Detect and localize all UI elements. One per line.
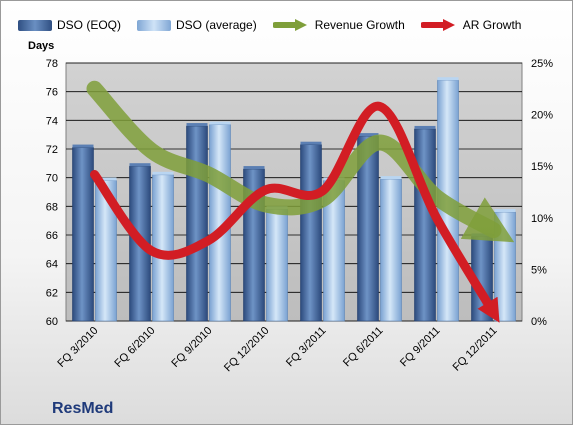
bar-dso-eoq <box>414 128 436 322</box>
bar-dso-average <box>266 208 288 322</box>
bar-top-dso-eoq <box>243 166 265 170</box>
bar-top-dso-average <box>437 77 459 81</box>
legend-label-revenue-growth: Revenue Growth <box>314 18 405 32</box>
legend-item-dso-average: DSO (average) <box>137 18 257 32</box>
bar-top-dso-eoq <box>300 141 322 145</box>
y2-tick-label: 0% <box>531 316 547 328</box>
legend-label-dso-eoq: DSO (EOQ) <box>57 18 122 32</box>
x-tick-label: FQ 3/2011 <box>284 325 329 370</box>
y2-axis-ticks: 0% 5% 10% 15% 20% 25% <box>531 58 553 328</box>
legend-label-ar-growth: AR Growth <box>462 18 522 32</box>
y-tick-label: 78 <box>46 58 58 70</box>
x-tick-label: FQ 9/2010 <box>169 325 214 370</box>
bar-top-dso-average <box>152 171 174 175</box>
x-tick-label: FQ 9/2011 <box>398 325 443 370</box>
x-tick-label: FQ 6/2010 <box>112 325 157 370</box>
bar-top-dso-eoq <box>129 163 151 167</box>
y2-tick-label: 10% <box>531 213 553 225</box>
x-tick-label: FQ 12/2011 <box>451 325 500 374</box>
bar-top-dso-average <box>494 209 516 213</box>
legend-arrow-revenue-growth-icon <box>272 19 307 31</box>
bar-top-dso-average <box>209 121 231 125</box>
y-tick-label: 62 <box>46 287 58 299</box>
legend-label-dso-average: DSO (average) <box>176 18 257 32</box>
bar-dso-eoq <box>186 125 208 322</box>
y2-tick-label: 20% <box>531 110 553 122</box>
lines-group <box>86 80 515 323</box>
y-axis-ticks: 60 62 64 66 68 70 72 74 76 78 <box>46 58 58 328</box>
y2-tick-label: 5% <box>531 264 547 276</box>
x-tick-label: FQ 12/2010 <box>222 325 272 375</box>
y-tick-label: 74 <box>46 115 58 127</box>
y-tick-label: 76 <box>46 87 58 99</box>
y-tick-label: 60 <box>46 316 58 328</box>
y-tick-label: 72 <box>46 144 58 156</box>
line-revenue-growth <box>86 80 515 243</box>
chart-legend: DSO (EOQ) DSO (average) Revenue Growth A… <box>18 14 558 36</box>
legend-swatch-dso-average <box>137 19 172 31</box>
y-tick-label: 64 <box>46 259 58 271</box>
y2-tick-label: 25% <box>531 58 553 70</box>
bar-top-dso-average <box>95 177 117 181</box>
bar-top-dso-eoq <box>357 133 379 137</box>
company-name: ResMed <box>52 400 114 417</box>
legend-swatch-dso-eoq <box>18 19 52 31</box>
legend-item-ar-growth: AR Growth <box>420 18 522 32</box>
y-tick-label: 68 <box>46 201 58 213</box>
bar-top-dso-average <box>380 176 402 180</box>
legend-item-dso-eoq: DSO (EOQ) <box>18 18 121 32</box>
x-tick-label: FQ 3/2010 <box>55 325 100 370</box>
x-tick-label: FQ 6/2011 <box>341 325 386 370</box>
y-tick-label: 70 <box>46 173 58 185</box>
y-axis-title: Days <box>28 40 55 52</box>
bar-dso-eoq <box>300 144 322 322</box>
x-axis-ticks: FQ 3/2010 FQ 6/2010 FQ 9/2010 FQ 12/2010 FQ … <box>55 325 499 375</box>
y-tick-label: 66 <box>46 230 58 242</box>
line-ar-growth <box>90 101 500 323</box>
legend-arrow-ar-growth-icon <box>420 19 455 31</box>
bar-top-dso-eoq <box>72 144 94 148</box>
bar-top-dso-eoq <box>186 123 208 127</box>
bar-top-dso-eoq <box>414 125 436 129</box>
bar-dso-average <box>152 174 174 322</box>
bar-dso-average <box>380 178 402 322</box>
y2-tick-label: 15% <box>531 161 553 173</box>
legend-item-revenue-growth: Revenue Growth <box>272 18 405 32</box>
